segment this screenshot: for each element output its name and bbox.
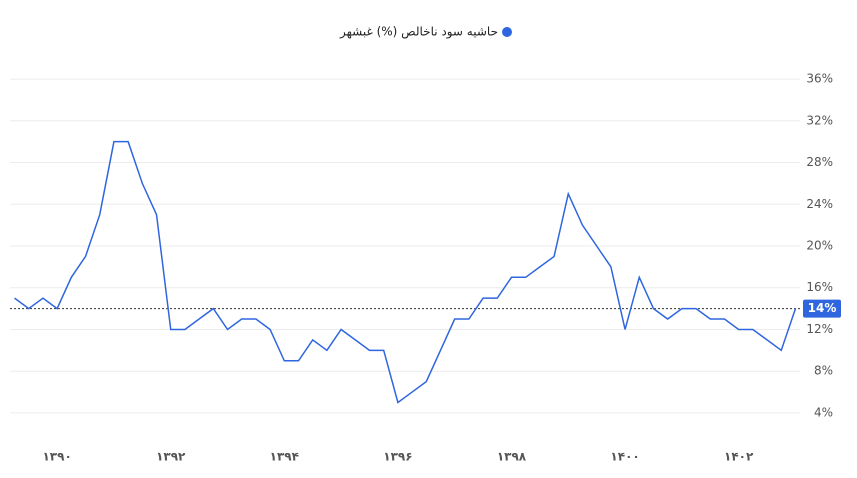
y-tick-label: 32%	[806, 113, 833, 127]
y-tick-label: 36%	[806, 72, 833, 86]
y-tick-label: 12%	[806, 322, 833, 336]
x-tick-label: ۱۳۹۶	[383, 450, 412, 464]
x-tick-label: ۱۴۰۲	[724, 450, 754, 464]
x-tick-label: ۱۳۹۸	[497, 450, 527, 464]
x-tick-label: ۱۳۹۰	[42, 450, 71, 464]
y-tick-label: 8%	[814, 364, 833, 378]
y-tick-label: 16%	[806, 280, 833, 294]
y-tick-label: 20%	[806, 239, 833, 253]
x-tick-label: ۱۳۹۴	[270, 450, 299, 464]
y-tick-label: 4%	[814, 405, 833, 419]
legend-marker	[502, 27, 512, 37]
reference-label: 14%	[808, 301, 837, 315]
legend-label: حاشیه سود ناخالص (%) غبشهر	[339, 25, 498, 40]
line-series	[14, 140, 797, 404]
y-tick-label: 28%	[806, 155, 833, 169]
x-tick-label: ۱۳۹۲	[156, 450, 186, 464]
y-tick-label: 24%	[806, 197, 833, 211]
x-tick-label: ۱۴۰۰	[610, 450, 639, 464]
reference-badge	[803, 299, 841, 318]
